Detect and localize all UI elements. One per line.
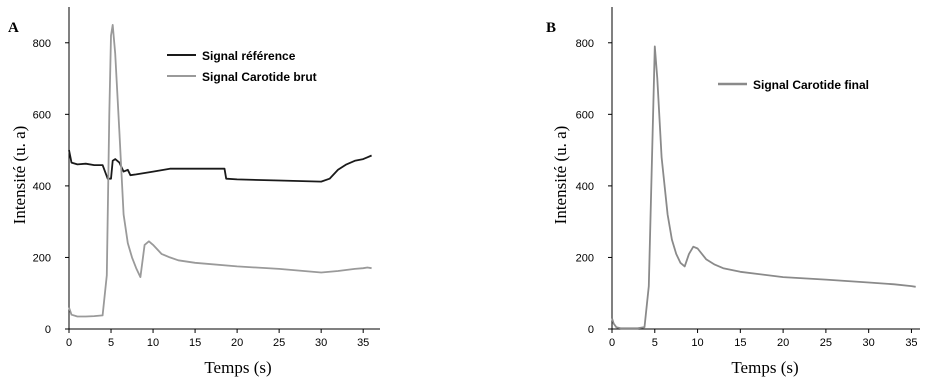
legend-label-reference: Signal référence [202,49,296,63]
x-tick-label: 5 [108,337,114,349]
panel-b-x-label: Temps (s) [731,358,798,377]
y-tick-label: 0 [588,324,594,336]
x-tick-label: 30 [863,337,875,349]
y-tick-label: 200 [33,252,51,264]
x-tick-label: 10 [691,337,703,349]
y-tick-label: 600 [576,109,594,121]
y-tick-label: 400 [33,181,51,193]
x-tick-label: 20 [777,337,789,349]
panel-a-series [68,24,372,318]
panel-a-y-label: Intensité (u. a) [10,126,29,225]
panel-b-y-ticks: 0 200 400 600 800 [576,38,612,336]
x-tick-label: 10 [147,337,159,349]
panel-b-chart: B 0 200 400 600 800 0 5 10 15 20 25 30 35 Temps (s)… [546,7,920,377]
panel-a-chart: A 0 200 400 600 800 0 5 10 15 20 25 30 35 Temps (s)… [8,7,380,377]
series-line-carotid-final [611,45,916,330]
x-tick-label: 5 [652,337,658,349]
panel-b-y-label: Intensité (u. a) [551,126,570,225]
y-tick-label: 400 [576,181,594,193]
x-tick-label: 25 [273,337,285,349]
x-tick-label: 15 [189,337,201,349]
x-tick-label: 0 [609,337,615,349]
panel-b-legend: Signal Carotide final [718,78,869,92]
y-tick-label: 200 [576,252,594,264]
x-tick-label: 25 [820,337,832,349]
y-tick-label: 600 [33,109,51,121]
series-line-carotid-raw [68,24,372,318]
panel-b-x-ticks: 0 5 10 15 20 25 30 35 [609,329,918,349]
legend-label-carotid-raw: Signal Carotide brut [202,70,317,84]
x-tick-label: 35 [357,337,369,349]
series-line-reference [68,149,372,183]
x-tick-label: 15 [734,337,746,349]
panel-a-legend: Signal référence Signal Carotide brut [167,49,317,84]
panel-a-label: A [8,20,19,36]
panel-b-series [611,45,916,330]
panel-a-y-ticks: 0 200 400 600 800 [33,38,69,336]
y-tick-label: 800 [33,38,51,50]
x-tick-label: 0 [66,337,72,349]
panel-a-x-ticks: 0 5 10 15 20 25 30 35 [66,329,369,349]
panel-b-label: B [546,20,556,36]
y-tick-label: 0 [45,324,51,336]
panel-a-x-label: Temps (s) [204,358,271,377]
y-tick-label: 800 [576,38,594,50]
x-tick-label: 30 [315,337,327,349]
legend-label-carotid-final: Signal Carotide final [753,78,869,92]
x-tick-label: 20 [231,337,243,349]
x-tick-label: 35 [905,337,917,349]
